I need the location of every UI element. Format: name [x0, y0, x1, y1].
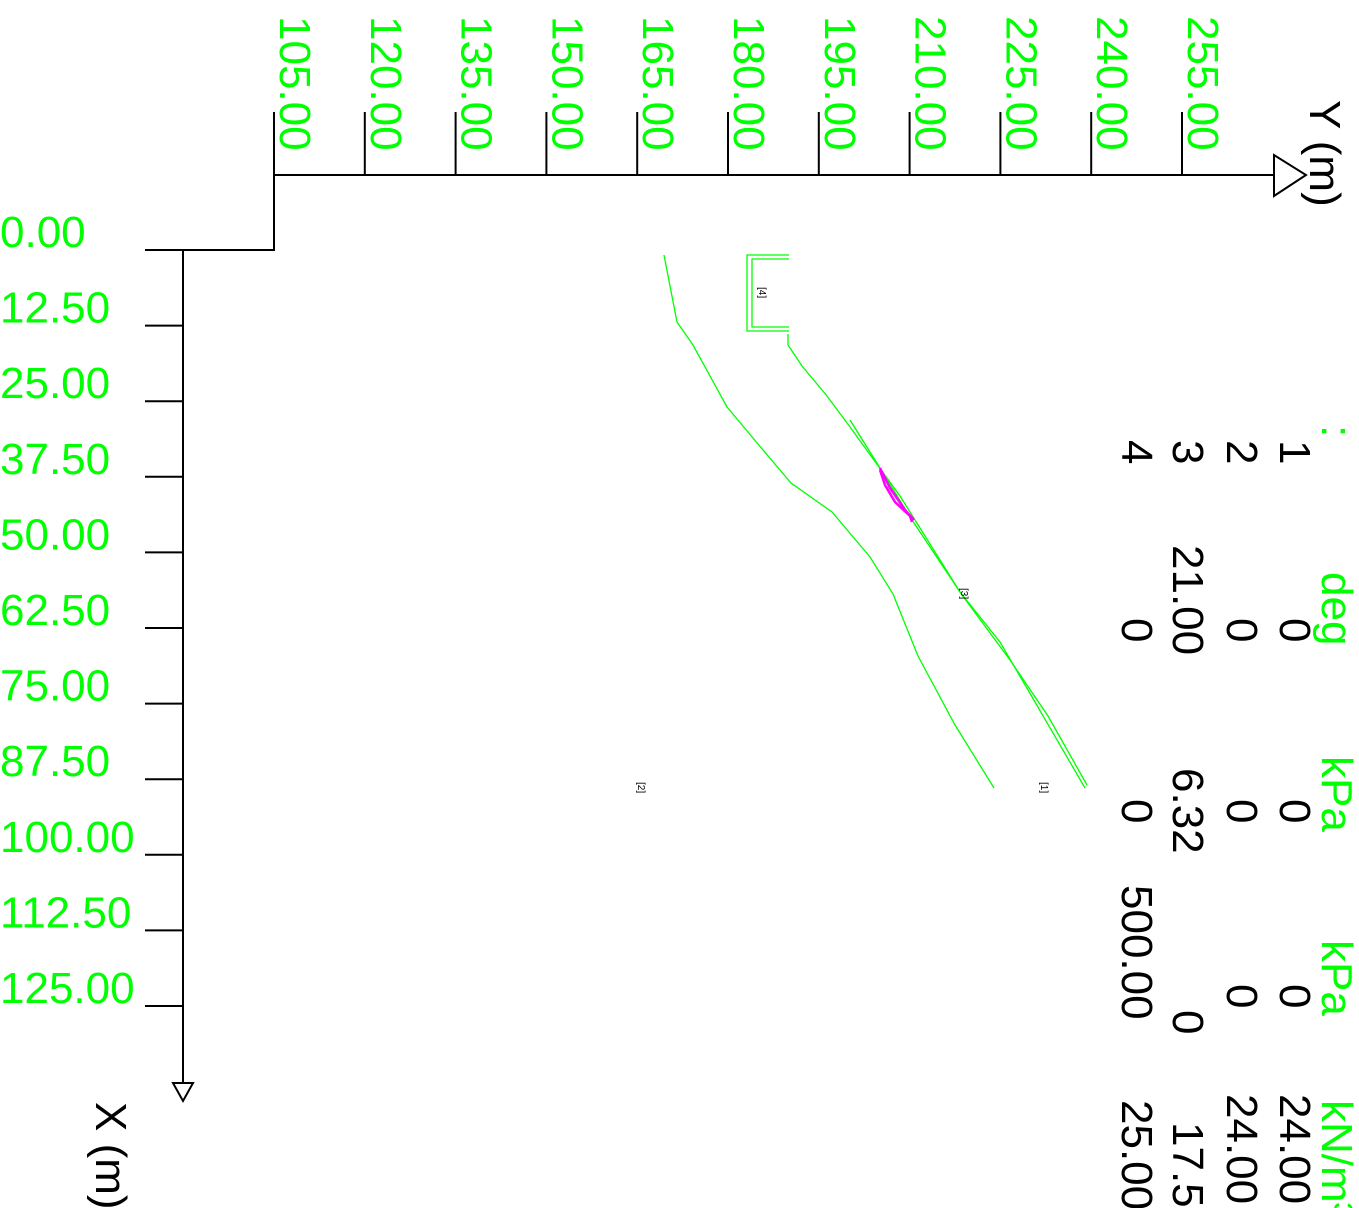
y-tick-label: 135.00 — [452, 16, 501, 151]
table-header-phi: deg — [1312, 572, 1359, 645]
x-tick-label: 37.50 — [0, 435, 110, 484]
y-tick-label: 240.00 — [1087, 16, 1136, 151]
table-row-4-id: 4 — [1112, 440, 1161, 464]
x-tick-label: 12.50 — [0, 284, 110, 333]
table-row-1-k: 0 — [1270, 984, 1319, 1008]
x-tick-label: 112.50 — [0, 888, 131, 937]
material-table: : deg kPa kPa kN/m³ 1 0 0 0 24.00 2 0 0 … — [1112, 425, 1359, 1208]
table-row-4-c: 0 — [1112, 799, 1161, 823]
y-tick-label: 180.00 — [724, 16, 773, 151]
surface-line — [787, 334, 1086, 789]
y-tick-label: 120.00 — [361, 16, 410, 151]
x-tick-label: 0.00 — [0, 208, 86, 257]
region-labels: [1] [2] [3] [4] — [635, 287, 1049, 793]
retaining-wall-inner — [751, 258, 789, 328]
x-tick-label: 75.00 — [0, 662, 110, 711]
table-row-3-unit-weight: 17.50 — [1163, 1122, 1212, 1208]
table-row-2-phi: 0 — [1217, 618, 1266, 642]
x-axis-corner — [145, 112, 275, 251]
lower-boundary-line — [663, 254, 995, 789]
y-axis-label: Y (m) — [1300, 100, 1349, 207]
x-tick-label: 87.50 — [0, 737, 110, 786]
region-label-3: [3] — [958, 588, 969, 599]
region-label-4: [4] — [756, 287, 767, 298]
x-axis: 0.00 12.50 25.00 37.50 50.00 62.50 75.00 87.50 1… — [0, 112, 275, 1208]
table-row-4-phi: 0 — [1112, 618, 1161, 642]
critical-slip-surface-top — [878, 467, 915, 521]
y-axis: 105.00 120.00 135.00 150.00 165.00 180.00 195.… — [270, 16, 1349, 207]
y-axis-arrow-icon — [1273, 153, 1308, 198]
x-tick-label: 125.00 — [0, 964, 135, 1013]
table-header-c: kPa — [1312, 756, 1359, 832]
y-tick-label: 165.00 — [633, 16, 682, 151]
y-tick-label: 225.00 — [996, 16, 1045, 151]
table-row-1-phi: 0 — [1270, 618, 1319, 642]
table-row-2-k: 0 — [1217, 984, 1266, 1008]
table-row-4-unit-weight: 25.00 — [1112, 1100, 1161, 1208]
x-axis-arrow-icon — [171, 1082, 195, 1104]
y-tick-label: 255.00 — [1178, 16, 1227, 151]
table-row-1-unit-weight: 24.00 — [1270, 1094, 1319, 1204]
table-row-2-unit-weight: 24.00 — [1217, 1094, 1266, 1204]
x-tick-label: 100.00 — [0, 813, 135, 862]
y-tick-label: 105.00 — [270, 16, 319, 151]
x-tick-label: 62.50 — [0, 586, 110, 635]
x-axis-label: X (m) — [86, 1102, 135, 1208]
table-row-3-extra: 0 — [1163, 1010, 1212, 1034]
table-header-id: : — [1312, 425, 1359, 437]
table-row-3-c: 6.32 — [1163, 768, 1212, 854]
table-row-2-c: 0 — [1217, 799, 1266, 823]
table-row-3-phi: 21.00 — [1163, 545, 1212, 655]
table-row-3-id: 3 — [1163, 440, 1212, 464]
y-tick-label: 195.00 — [815, 16, 864, 151]
table-row-2-id: 2 — [1217, 440, 1266, 464]
slope-geometry — [663, 254, 1088, 789]
x-tick-label: 25.00 — [0, 359, 110, 408]
table-row-4-k: 500.00 — [1112, 885, 1161, 1020]
region-label-2: [2] — [635, 782, 646, 793]
table-header-k: kPa — [1312, 940, 1359, 1016]
y-tick-label: 150.00 — [542, 16, 591, 151]
retaining-wall-outer — [746, 254, 789, 332]
table-row-1-c: 0 — [1270, 799, 1319, 823]
table-row-1-id: 1 — [1270, 440, 1319, 464]
region-label-1: [1] — [1038, 782, 1049, 793]
table-header-unit-weight: kN/m³ — [1312, 1100, 1359, 1208]
x-tick-label: 50.00 — [0, 510, 110, 559]
y-tick-label: 210.00 — [906, 16, 955, 151]
